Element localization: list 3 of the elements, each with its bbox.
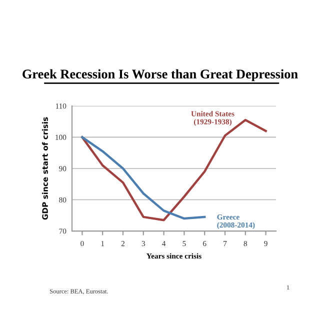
line-series [81,118,267,222]
line-series [81,136,206,220]
chart-title: Greek Recession Is Worse than Great Depression [22,69,298,82]
